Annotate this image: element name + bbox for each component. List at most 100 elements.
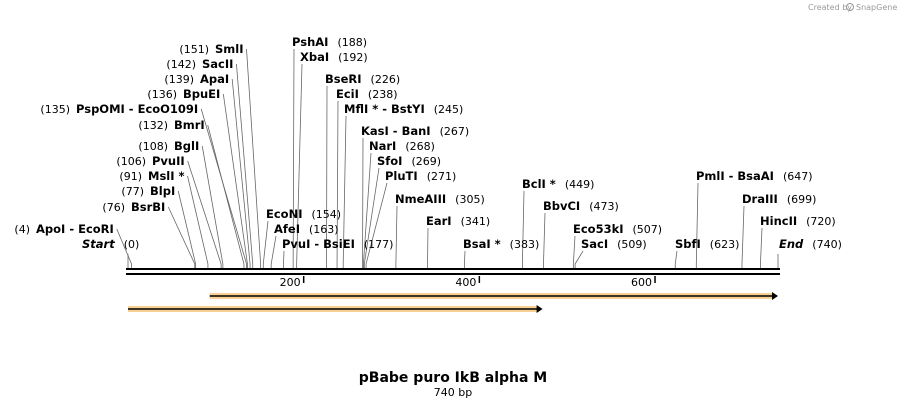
site-name-sfoi[interactable]: SfoI bbox=[377, 154, 402, 168]
tick-label-600: 600 bbox=[631, 276, 652, 289]
site-line-bcli bbox=[521, 190, 525, 268]
site-line-bbvci bbox=[543, 212, 546, 268]
site-pos-nmeaiii: (305) bbox=[455, 193, 485, 206]
site-pos-draiii: (699) bbox=[787, 193, 817, 206]
map-title: pBabe puro IkB alpha M bbox=[359, 370, 547, 386]
site-labels: Start (0) ApoI - EcoRI (4) BsrBI (76) BlpI (77)… bbox=[14, 35, 841, 251]
site-name-bpuei[interactable]: BpuEI bbox=[183, 87, 220, 101]
site-line-bsai bbox=[464, 250, 466, 268]
site-pos-msli: (91) bbox=[119, 170, 142, 183]
feature-arrow-upper-head bbox=[772, 292, 778, 300]
site-name-draiii[interactable]: DraIII bbox=[742, 192, 778, 206]
site-name-saci[interactable]: SacI bbox=[581, 237, 608, 251]
site-name-sacii[interactable]: SacII bbox=[202, 57, 233, 71]
site-pos-pluti: (271) bbox=[427, 170, 457, 183]
site-line-sfoi bbox=[363, 167, 380, 268]
branding: Created by SnapGene bbox=[808, 3, 897, 12]
site-name-bseri[interactable]: BseRI bbox=[325, 72, 362, 86]
ruler: 200 400 600 bbox=[280, 276, 656, 289]
site-pos-saci: (509) bbox=[617, 238, 647, 251]
site-pos-bsrbi: (76) bbox=[102, 201, 125, 214]
site-name-hincii[interactable]: HincII bbox=[760, 214, 797, 228]
site-line-bgli bbox=[201, 145, 224, 268]
site-line-xbai bbox=[296, 63, 303, 268]
site-pos-hincii: (720) bbox=[806, 215, 836, 228]
site-pos-sfoi: (269) bbox=[411, 155, 441, 168]
site-pos-nari: (268) bbox=[405, 140, 435, 153]
site-name-nmeaiii[interactable]: NmeAIII bbox=[395, 192, 446, 206]
site-line-msli bbox=[187, 175, 209, 268]
site-pos-pvuii: (106) bbox=[116, 155, 146, 168]
site-name-eari[interactable]: EarI bbox=[426, 214, 452, 228]
site-pos-kasi-bani: (267) bbox=[440, 125, 470, 138]
site-name-smli[interactable]: SmlI bbox=[215, 42, 244, 56]
site-line-pshai bbox=[292, 48, 295, 268]
site-leader-lines bbox=[116, 48, 779, 268]
site-pos-pshai: (188) bbox=[337, 36, 367, 49]
site-name-bbvci[interactable]: BbvCI bbox=[543, 199, 580, 213]
site-name-pshai[interactable]: PshAI bbox=[292, 35, 328, 49]
site-line-apai bbox=[231, 78, 251, 268]
map-length: 740 bp bbox=[434, 386, 472, 399]
site-line-pspomi-ecoo109i bbox=[200, 108, 247, 268]
site-name-mfli-bstyi[interactable]: MflI * - BstYI bbox=[344, 102, 425, 116]
site-name-blpi[interactable]: BlpI bbox=[150, 184, 175, 198]
site-name-pmli-bsaai[interactable]: PmlI - BsaAI bbox=[696, 169, 774, 183]
site-pos-apai: (139) bbox=[164, 73, 194, 86]
site-pos-bsai: (383) bbox=[510, 238, 540, 251]
site-line-apoi-ecori bbox=[116, 228, 132, 268]
site-name-start[interactable]: Start bbox=[82, 237, 115, 251]
site-line-bsrbi bbox=[167, 206, 196, 268]
site-name-bmri[interactable]: BmrI bbox=[174, 118, 205, 132]
feature-arrow-upper[interactable] bbox=[209, 292, 778, 300]
site-pos-eco53ki: (507) bbox=[633, 223, 663, 236]
features bbox=[128, 292, 778, 313]
site-pos-pmli-bsaai: (647) bbox=[783, 170, 813, 183]
snapgene-logo-icon bbox=[846, 3, 854, 11]
site-name-nari[interactable]: NarI bbox=[369, 139, 396, 153]
site-name-pvui-bsiei[interactable]: PvuI - BsiEI bbox=[282, 237, 355, 251]
site-line-mfli-bstyi bbox=[342, 115, 347, 268]
site-pos-end: (740) bbox=[812, 238, 842, 251]
site-name-ecii[interactable]: EciI bbox=[336, 87, 359, 101]
dna-backbone bbox=[126, 268, 780, 275]
site-name-pvuii[interactable]: PvuII bbox=[152, 154, 185, 168]
site-name-pluti[interactable]: PluTI bbox=[385, 169, 418, 183]
site-pos-sbfi: (623) bbox=[710, 238, 740, 251]
site-pos-mfli-bstyi: (245) bbox=[434, 103, 464, 116]
site-name-econi[interactable]: EcoNI bbox=[266, 207, 302, 221]
site-name-afei[interactable]: AfeI bbox=[274, 222, 300, 236]
feature-arrow-lower[interactable] bbox=[128, 305, 543, 313]
site-pos-econi: (154) bbox=[311, 208, 341, 221]
site-pos-ecii: (238) bbox=[368, 88, 398, 101]
site-line-sacii bbox=[236, 63, 254, 268]
site-pos-pspomi-ecoo109i: (135) bbox=[40, 103, 70, 116]
created-by-text: Created by bbox=[808, 3, 852, 12]
site-pos-blpi: (77) bbox=[121, 185, 144, 198]
site-name-apai[interactable]: ApaI bbox=[200, 72, 229, 86]
backbone-top-strand bbox=[126, 268, 780, 270]
site-name-eco53ki[interactable]: Eco53kI bbox=[573, 222, 624, 236]
site-name-apoi-ecori[interactable]: ApoI - EcoRI bbox=[36, 222, 114, 236]
site-pos-bseri: (226) bbox=[371, 73, 401, 86]
site-name-bcli[interactable]: BclI * bbox=[522, 177, 556, 191]
site-line-pmli-bsaai bbox=[695, 182, 699, 268]
tick-label-400: 400 bbox=[455, 276, 476, 289]
site-pos-bcli: (449) bbox=[565, 178, 595, 191]
site-name-bgli[interactable]: BglI bbox=[174, 139, 199, 153]
site-line-blpi bbox=[177, 190, 197, 268]
site-name-xbai[interactable]: XbaI bbox=[300, 50, 329, 64]
site-name-msli[interactable]: MslI * bbox=[148, 169, 185, 183]
site-name-sbfi[interactable]: SbfI bbox=[675, 237, 701, 251]
site-name-end[interactable]: End bbox=[779, 237, 804, 251]
site-line-hincii bbox=[760, 227, 763, 268]
site-pos-sacii: (142) bbox=[166, 58, 196, 71]
backbone-bottom-strand bbox=[126, 273, 780, 275]
site-line-eco53ki bbox=[572, 235, 576, 268]
site-name-kasi-bani[interactable]: KasI - BanI bbox=[361, 124, 431, 138]
site-name-bsai[interactable]: BsaI * bbox=[463, 237, 501, 251]
site-name-bsrbi[interactable]: BsrBI bbox=[131, 200, 165, 214]
site-name-pspomi-ecoo109i[interactable]: PspOMI - EcoO109I bbox=[76, 102, 198, 116]
site-line-pvuii bbox=[187, 160, 222, 268]
site-line-pvui-bsiei bbox=[283, 250, 285, 268]
